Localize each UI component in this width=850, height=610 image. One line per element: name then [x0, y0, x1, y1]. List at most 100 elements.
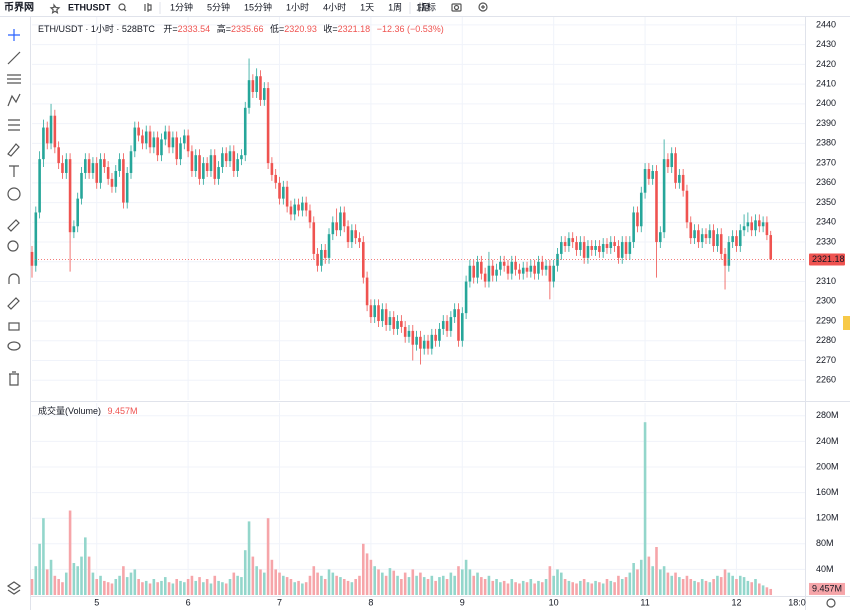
volume-bar [639, 559, 643, 595]
volume-bar [582, 579, 586, 595]
volume-bar [209, 583, 213, 595]
volume-bar [617, 575, 620, 595]
symbol[interactable]: ETHUSDT [68, 2, 111, 12]
compare-icon[interactable] [144, 3, 152, 12]
candle-body [483, 273, 487, 282]
ruler-tool[interactable] [7, 219, 20, 232]
candle-body [761, 222, 765, 227]
volume-title: 成交量(Volume) [38, 405, 101, 416]
visibility-tool[interactable] [7, 341, 21, 351]
interval-button[interactable]: 5分钟 [207, 1, 230, 12]
volume-bar [118, 575, 121, 595]
lock-draw-tool[interactable] [7, 297, 20, 310]
candle-body [297, 204, 300, 211]
volume-bar [312, 566, 316, 595]
x-tick-label: 7 [277, 597, 282, 607]
volume-bar [674, 572, 677, 595]
candle-body [186, 135, 190, 152]
interval-button[interactable]: 15分钟 [244, 1, 272, 12]
scroll-button[interactable] [843, 316, 850, 330]
interval-button[interactable]: 4小时 [323, 1, 346, 12]
volume-bar [464, 559, 468, 595]
interval-button[interactable]: 1分钟 [170, 1, 193, 12]
volume-bar [190, 575, 194, 595]
candle-body [57, 147, 60, 164]
volume-bar [133, 569, 137, 595]
candle-body [365, 277, 369, 306]
volume-bar [194, 580, 198, 595]
volume-bar [396, 575, 399, 595]
candle-body [609, 242, 613, 248]
projection-tool[interactable] [8, 119, 20, 131]
volume-bar [186, 579, 190, 595]
candle-body [586, 246, 590, 258]
candle-body [278, 182, 281, 199]
volume-bar [114, 579, 118, 595]
settings-icon[interactable] [826, 598, 836, 608]
add-icon[interactable] [478, 2, 488, 12]
candle-body [285, 186, 289, 207]
candle-body [560, 242, 563, 254]
fib-tool[interactable] [7, 74, 21, 84]
change: −12.36 (−0.53%) [377, 24, 444, 34]
volume-bar [342, 579, 346, 595]
interval-button[interactable]: 1月 [416, 2, 430, 12]
candle-body [499, 261, 502, 270]
volume-bar [141, 582, 144, 595]
candle-body [495, 269, 498, 276]
volume-bar [510, 579, 514, 595]
search-icon[interactable] [118, 3, 126, 11]
candle-body [103, 159, 106, 168]
candle-body [594, 246, 597, 250]
y-tick-label: 2280 [816, 335, 836, 345]
candle-body [274, 174, 277, 183]
volume-bar [285, 577, 289, 595]
magnet-tool[interactable] [8, 273, 20, 284]
candle-body [716, 234, 719, 247]
candle-body [335, 222, 338, 231]
volume-bar [590, 583, 594, 595]
interval-button[interactable]: 1天 [360, 2, 374, 12]
volume-bar [91, 572, 95, 595]
layers-tool[interactable] [6, 581, 22, 595]
candle-body [144, 131, 148, 144]
emoji-tool[interactable] [7, 187, 21, 201]
candle-body [704, 234, 708, 239]
volume-bar [369, 559, 373, 595]
volume-bar [422, 577, 426, 595]
candle-body [403, 326, 407, 337]
candle-body [236, 159, 239, 171]
interval-button[interactable]: 1周 [388, 2, 402, 12]
volume-bar [198, 577, 201, 595]
brush-tool[interactable] [7, 143, 20, 157]
candle-body [91, 163, 95, 173]
volume-bar [708, 582, 712, 595]
volume-bar [316, 572, 319, 595]
indicators-button[interactable]: 指标 [418, 1, 436, 12]
text-tool[interactable] [9, 165, 19, 177]
candle-body [476, 261, 479, 278]
pattern-tool[interactable] [7, 93, 21, 107]
candle-body [331, 222, 335, 235]
volume-bar [662, 566, 666, 595]
candle-body [407, 330, 411, 337]
candle-body [582, 242, 586, 258]
favorite-icon[interactable] [49, 3, 61, 15]
screenshot-icon[interactable] [451, 3, 462, 12]
volume-bar [483, 579, 487, 595]
candle-body [194, 155, 198, 171]
candle-body [651, 170, 654, 179]
candle-body [628, 242, 632, 254]
volume-bar [620, 579, 624, 595]
crosshair-tool[interactable] [8, 29, 20, 41]
interval-button[interactable]: 1小时 [286, 1, 309, 12]
candle-body [106, 167, 110, 179]
trend-line-tool[interactable] [7, 51, 21, 65]
volume-bar [57, 579, 60, 595]
lock-tool[interactable] [8, 322, 20, 331]
zoom-tool[interactable] [7, 240, 19, 252]
candle-body [68, 159, 72, 233]
candle-body [700, 234, 704, 243]
volume-bar [765, 587, 769, 595]
delete-tool[interactable] [9, 371, 19, 386]
